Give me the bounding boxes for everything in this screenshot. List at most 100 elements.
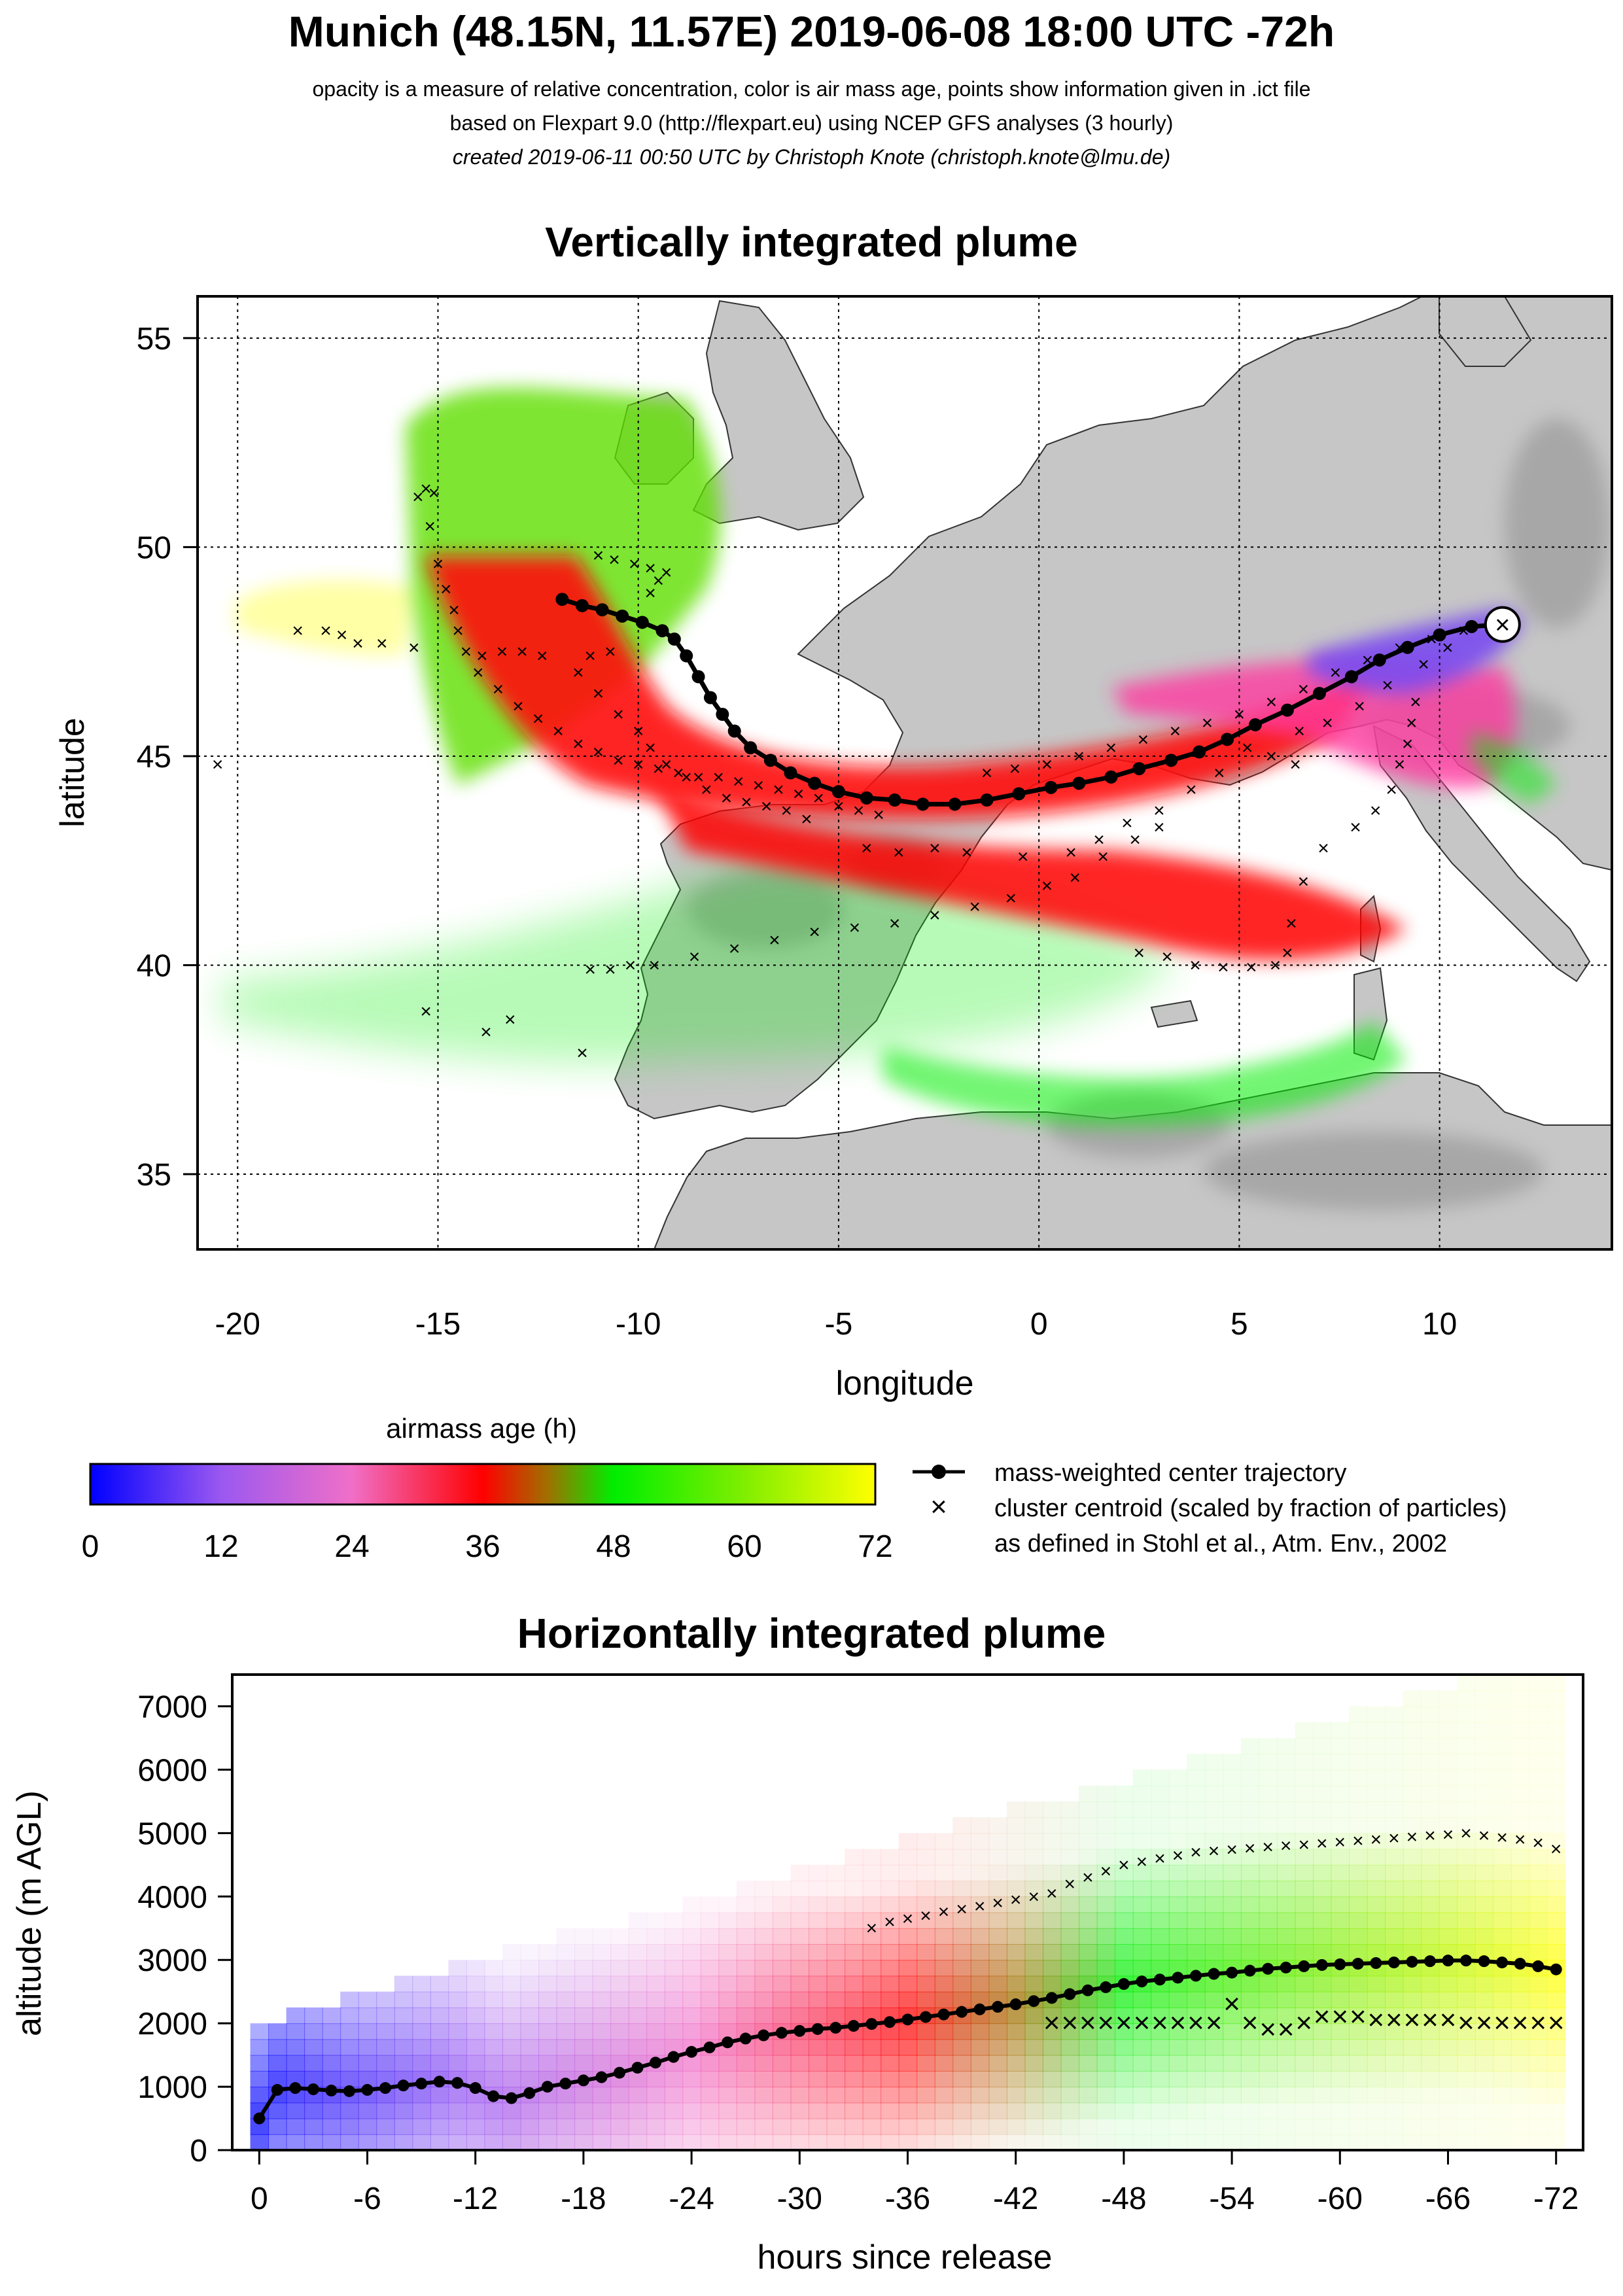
altitude-age-cell <box>790 2007 810 2025</box>
map-cluster-marker: × <box>1285 913 1297 935</box>
map-cluster-marker: × <box>1382 674 1393 696</box>
altitude-age-cell <box>502 1943 521 1961</box>
altitude-age-cell <box>809 1991 828 2008</box>
altitude-age-cell <box>1313 1722 1332 1739</box>
altitude-age-cell <box>934 1975 954 1992</box>
altitude-age-cell <box>1349 1912 1368 1929</box>
subtitle-line-1: opacity is a measure of relative concent… <box>312 77 1311 101</box>
altitude-age-cell <box>1331 1833 1350 1850</box>
altitude-plot-area: × × × × × × × × × × × × × × × × × × × × × × × × × × × × × × × × × × × × × × ××… <box>232 1675 1583 2150</box>
altitude-age-cell <box>1546 1754 1566 1771</box>
altitude-age-cell <box>916 1849 935 1866</box>
altitude-cluster-marker: × <box>1223 1988 1240 2020</box>
altitude-trajectory-point <box>1423 1955 1436 1968</box>
altitude-age-cell <box>862 1896 882 1913</box>
altitude-age-cell <box>1510 1928 1530 1945</box>
altitude-age-cell <box>862 1928 882 1945</box>
altitude-age-cell <box>1385 2023 1404 2040</box>
map-cluster-marker: × <box>873 804 884 826</box>
altitude-age-cell <box>1259 2087 1278 2104</box>
altitude-age-cell <box>952 1817 971 1834</box>
altitude-trajectory-point <box>829 2021 842 2034</box>
altitude-age-cell <box>1546 2070 1566 2088</box>
altitude-age-cell <box>1259 1991 1278 2008</box>
altitude-age-cell <box>1421 1864 1440 1882</box>
altitude-age-cell <box>1403 1769 1422 1786</box>
altitude-age-cell <box>1060 2087 1080 2104</box>
altitude-age-cell <box>268 2023 287 2040</box>
map-x-tick-label: 0 <box>1030 1307 1048 1342</box>
altitude-x-tick-label: -6 <box>353 2182 381 2216</box>
map-trajectory-point <box>1164 754 1178 767</box>
altitude-age-cell <box>1096 2134 1116 2150</box>
altitude-age-cell <box>862 2055 882 2072</box>
map-trajectory-point <box>1044 780 1058 794</box>
altitude-age-cell <box>898 1928 918 1945</box>
altitude-age-cell <box>646 1991 665 2008</box>
altitude-age-cell <box>1457 1785 1476 1802</box>
altitude-age-cell <box>1024 1928 1043 1945</box>
altitude-age-cell <box>1385 1881 1404 1898</box>
map-cluster-marker: × <box>1282 942 1293 964</box>
altitude-age-cell <box>1385 2070 1404 2088</box>
altitude-age-cell <box>700 1960 720 1977</box>
legend-cross-symbol: × <box>930 1491 947 1523</box>
altitude-age-cell <box>610 2134 629 2150</box>
altitude-age-cell <box>1403 1881 1422 1898</box>
altitude-age-cell <box>1493 1928 1512 1945</box>
altitude-age-cell <box>538 2007 557 2025</box>
altitude-cluster-marker: × <box>902 1908 914 1930</box>
altitude-age-cell <box>1168 1769 1188 1786</box>
altitude-age-cell <box>826 2102 846 2119</box>
map-cluster-marker: × <box>336 625 348 646</box>
altitude-age-cell <box>1006 1975 1026 1992</box>
altitude-age-cell <box>1529 1769 1548 1786</box>
altitude-y-tick-label: 5000 <box>137 1817 207 1851</box>
altitude-age-cell <box>664 1960 684 1977</box>
altitude-age-cell <box>1060 1928 1080 1945</box>
altitude-age-cell <box>754 1960 773 1977</box>
altitude-age-cell <box>448 2118 467 2135</box>
altitude-age-cell <box>1259 1975 1278 1992</box>
altitude-age-cell <box>1475 2087 1494 2104</box>
altitude-age-cell <box>520 2039 540 2056</box>
altitude-age-cell <box>574 2055 593 2072</box>
altitude-age-cell <box>1367 2070 1386 2088</box>
altitude-age-cell <box>520 2070 540 2088</box>
altitude-age-cell <box>736 2007 756 2025</box>
altitude-age-cell <box>1403 2102 1422 2119</box>
altitude-age-cell <box>322 2102 341 2119</box>
map-cluster-marker: × <box>781 800 793 822</box>
altitude-age-cell <box>1313 1817 1332 1834</box>
altitude-age-cell <box>988 2087 1007 2104</box>
altitude-age-cell <box>1331 1881 1350 1898</box>
altitude-age-cell <box>1439 1769 1458 1786</box>
altitude-age-cell <box>1204 1991 1224 2008</box>
altitude-age-cell <box>881 2039 899 2056</box>
altitude-age-cell <box>1204 1754 1224 1771</box>
land-balearic <box>1150 1000 1198 1028</box>
map-cluster-marker: × <box>625 954 637 976</box>
altitude-age-cell <box>1115 1928 1134 1945</box>
altitude-trajectory-point <box>289 2082 302 2095</box>
map-cluster-marker: × <box>741 791 752 813</box>
altitude-age-cell <box>736 1912 756 1929</box>
altitude-age-cell <box>736 2070 756 2088</box>
altitude-age-cell <box>1529 2055 1548 2072</box>
altitude-age-cell <box>1331 2102 1350 2119</box>
altitude-age-cell <box>1367 1706 1386 1723</box>
altitude-age-cell <box>1096 2023 1116 2040</box>
altitude-trajectory-point <box>523 2087 536 2099</box>
altitude-cluster-marker: × <box>992 1892 1003 1914</box>
altitude-age-cell <box>1385 2102 1404 2119</box>
altitude-age-cell <box>862 2070 882 2088</box>
altitude-age-cell <box>790 2118 810 2135</box>
altitude-age-cells <box>250 1675 1566 2150</box>
altitude-age-cell <box>1493 2070 1512 2088</box>
altitude-age-cell <box>1546 1991 1566 2008</box>
altitude-age-cell <box>376 2102 395 2119</box>
altitude-age-cell <box>1043 1864 1062 1882</box>
altitude-age-cell <box>1546 1690 1566 1707</box>
altitude-age-cell <box>1132 2087 1152 2104</box>
altitude-age-cell <box>862 2087 882 2104</box>
